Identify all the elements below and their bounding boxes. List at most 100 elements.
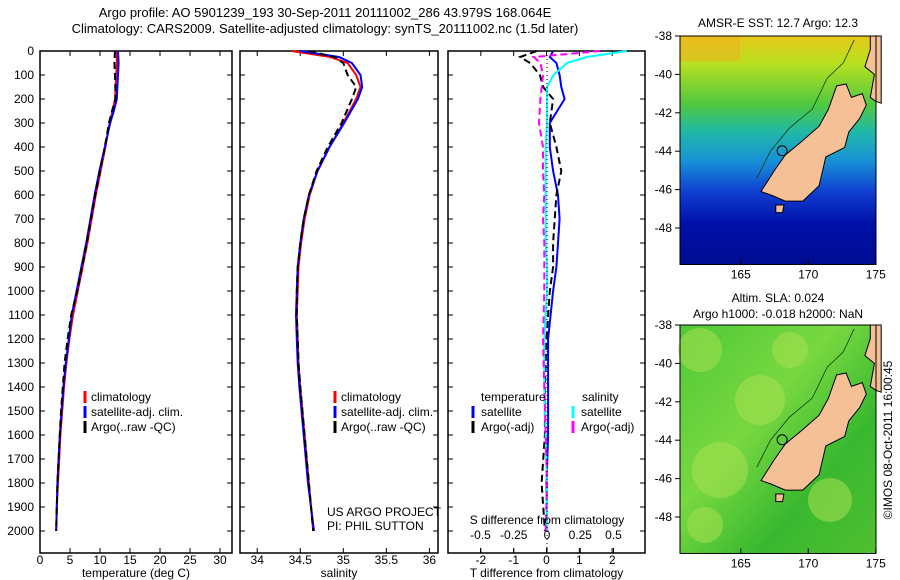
stewart-island-land [775, 493, 785, 503]
series-line-s-argo-adj- [531, 50, 601, 532]
legend-label: satellite [581, 405, 622, 419]
warm-patch [680, 36, 740, 61]
x-tick-label: 0 [543, 553, 550, 567]
x-tick-label: 1 [576, 553, 583, 567]
x-tick-label: 34 [251, 553, 265, 567]
y-tick-label: 1300 [7, 356, 34, 370]
x-tick-label: 15 [123, 553, 137, 567]
title-line-2: Climatology: CARS2009. Satellite-adjuste… [71, 21, 579, 36]
sla-anomaly-patch [735, 375, 785, 425]
map-y-tick-label: -40 [655, 67, 673, 81]
map-y-tick-label: -42 [655, 395, 673, 409]
top-x-tick-label: -0.5 [470, 528, 491, 542]
y-tick-label: 300 [14, 116, 34, 130]
map-x-tick-label: 165 [731, 267, 751, 281]
top-x-tick-label: -0.25 [500, 528, 528, 542]
top-x-tick-label: 0.25 [569, 528, 593, 542]
profile-panel-1 [239, 50, 439, 554]
x-tick-label: -1 [508, 553, 519, 567]
map-y-tick-label: -38 [655, 318, 673, 332]
map-y-tick-label: -48 [655, 221, 673, 235]
y-tick-label: 200 [14, 92, 34, 106]
legend-label: Argo(-adj) [481, 420, 534, 434]
x-tick-label: 20 [153, 553, 167, 567]
south-island-land [760, 83, 867, 202]
legend-label: Argo(..raw -QC) [91, 420, 176, 434]
map-y-tick-label: -42 [655, 106, 673, 120]
map-field-0 [680, 36, 876, 265]
legend-label: Argo(-adj) [581, 420, 634, 434]
map-y-tick-label: -46 [655, 183, 673, 197]
x-tick-label: 5 [67, 553, 74, 567]
y-tick-label: 0 [27, 44, 34, 58]
sla-map-title-2: Argo h1000: -0.018 h2000: NaN [693, 307, 863, 321]
map-x-tick-label: 170 [798, 556, 818, 570]
isobath-contour [756, 328, 855, 468]
x-axis-label: salinity [321, 566, 358, 580]
x-tick-label: 0 [37, 553, 44, 567]
legend-label: satellite [481, 405, 522, 419]
map-x-tick-label: 165 [731, 556, 751, 570]
sla-map-title-1: Altim. SLA: 0.024 [732, 291, 825, 305]
x-tick-label: 30 [213, 553, 227, 567]
profile-location-marker [776, 145, 788, 157]
map-x-tick-label: 175 [866, 267, 886, 281]
y-tick-label: 1700 [7, 452, 34, 466]
series-line-argo-raw-qc- [295, 50, 358, 532]
legend-label: climatology [341, 390, 401, 404]
map-y-tick-label: -46 [655, 472, 673, 486]
project-label: US ARGO PROJECT [327, 505, 442, 519]
map-y-tick-label: -44 [655, 144, 673, 158]
title-line-1: Argo profile: AO 5901239_193 30-Sep-2011… [98, 5, 552, 20]
pi-label: PI: PHIL SUTTON [327, 519, 424, 533]
y-tick-label: 400 [14, 140, 34, 154]
map-frame-0 [679, 35, 877, 265]
x-tick-label: 34.5 [289, 553, 313, 567]
legend-label: climatology [91, 390, 151, 404]
north-island-land [864, 324, 882, 393]
map-frame-1 [679, 324, 877, 554]
legend-header-temperature: temperature [481, 390, 546, 404]
sla-anomaly-patch [687, 507, 723, 543]
map-x-tick-label: 170 [798, 267, 818, 281]
y-tick-label: 900 [14, 260, 34, 274]
imos-watermark: ©IMOS 08-Oct-2011 16:00:45 [881, 360, 895, 519]
y-tick-label: 1900 [7, 500, 34, 514]
y-tick-label: 700 [14, 212, 34, 226]
sla-anomaly-patch [678, 328, 722, 372]
sla-anomaly-patch [772, 332, 808, 368]
y-tick-label: 1800 [7, 476, 34, 490]
series-line-t-satellite [545, 50, 566, 532]
legend-label: Argo(..raw -QC) [341, 420, 426, 434]
x-tick-label: -2 [475, 553, 486, 567]
legend-label: satellite-adj. clim. [91, 405, 183, 419]
y-tick-label: 1100 [8, 308, 34, 322]
y-tick-label: 2000 [7, 524, 34, 538]
y-tick-label: 1600 [7, 428, 34, 442]
map-x-tick-label: 175 [866, 556, 886, 570]
sst-map-title: AMSR-E SST: 12.7 Argo: 12.3 [698, 16, 858, 30]
profile-panel-0 [39, 50, 233, 554]
y-tick-label: 1200 [7, 332, 34, 346]
legend-header-salinity: salinity [582, 390, 619, 404]
series-line-argo-raw-qc- [55, 50, 117, 532]
x-tick-label: 2 [609, 553, 616, 567]
map-y-tick-label: -38 [655, 29, 673, 43]
isobath-contour [756, 39, 855, 179]
map-y-tick-label: -40 [655, 356, 673, 370]
profile-location-marker [776, 434, 788, 446]
x-tick-label: 25 [183, 553, 197, 567]
y-tick-label: 600 [14, 188, 34, 202]
stewart-island-land [775, 204, 785, 214]
sla-anomaly-patch [692, 442, 748, 498]
y-tick-label: 1400 [7, 380, 34, 394]
x-tick-label: 35 [337, 553, 351, 567]
x-axis-label: T difference from climatology [470, 566, 624, 580]
south-island-land [760, 372, 867, 491]
x-tick-label: 35.5 [375, 553, 399, 567]
y-tick-label: 500 [14, 164, 34, 178]
x-axis-label: temperature (deg C) [82, 566, 190, 580]
map-y-tick-label: -44 [655, 433, 673, 447]
